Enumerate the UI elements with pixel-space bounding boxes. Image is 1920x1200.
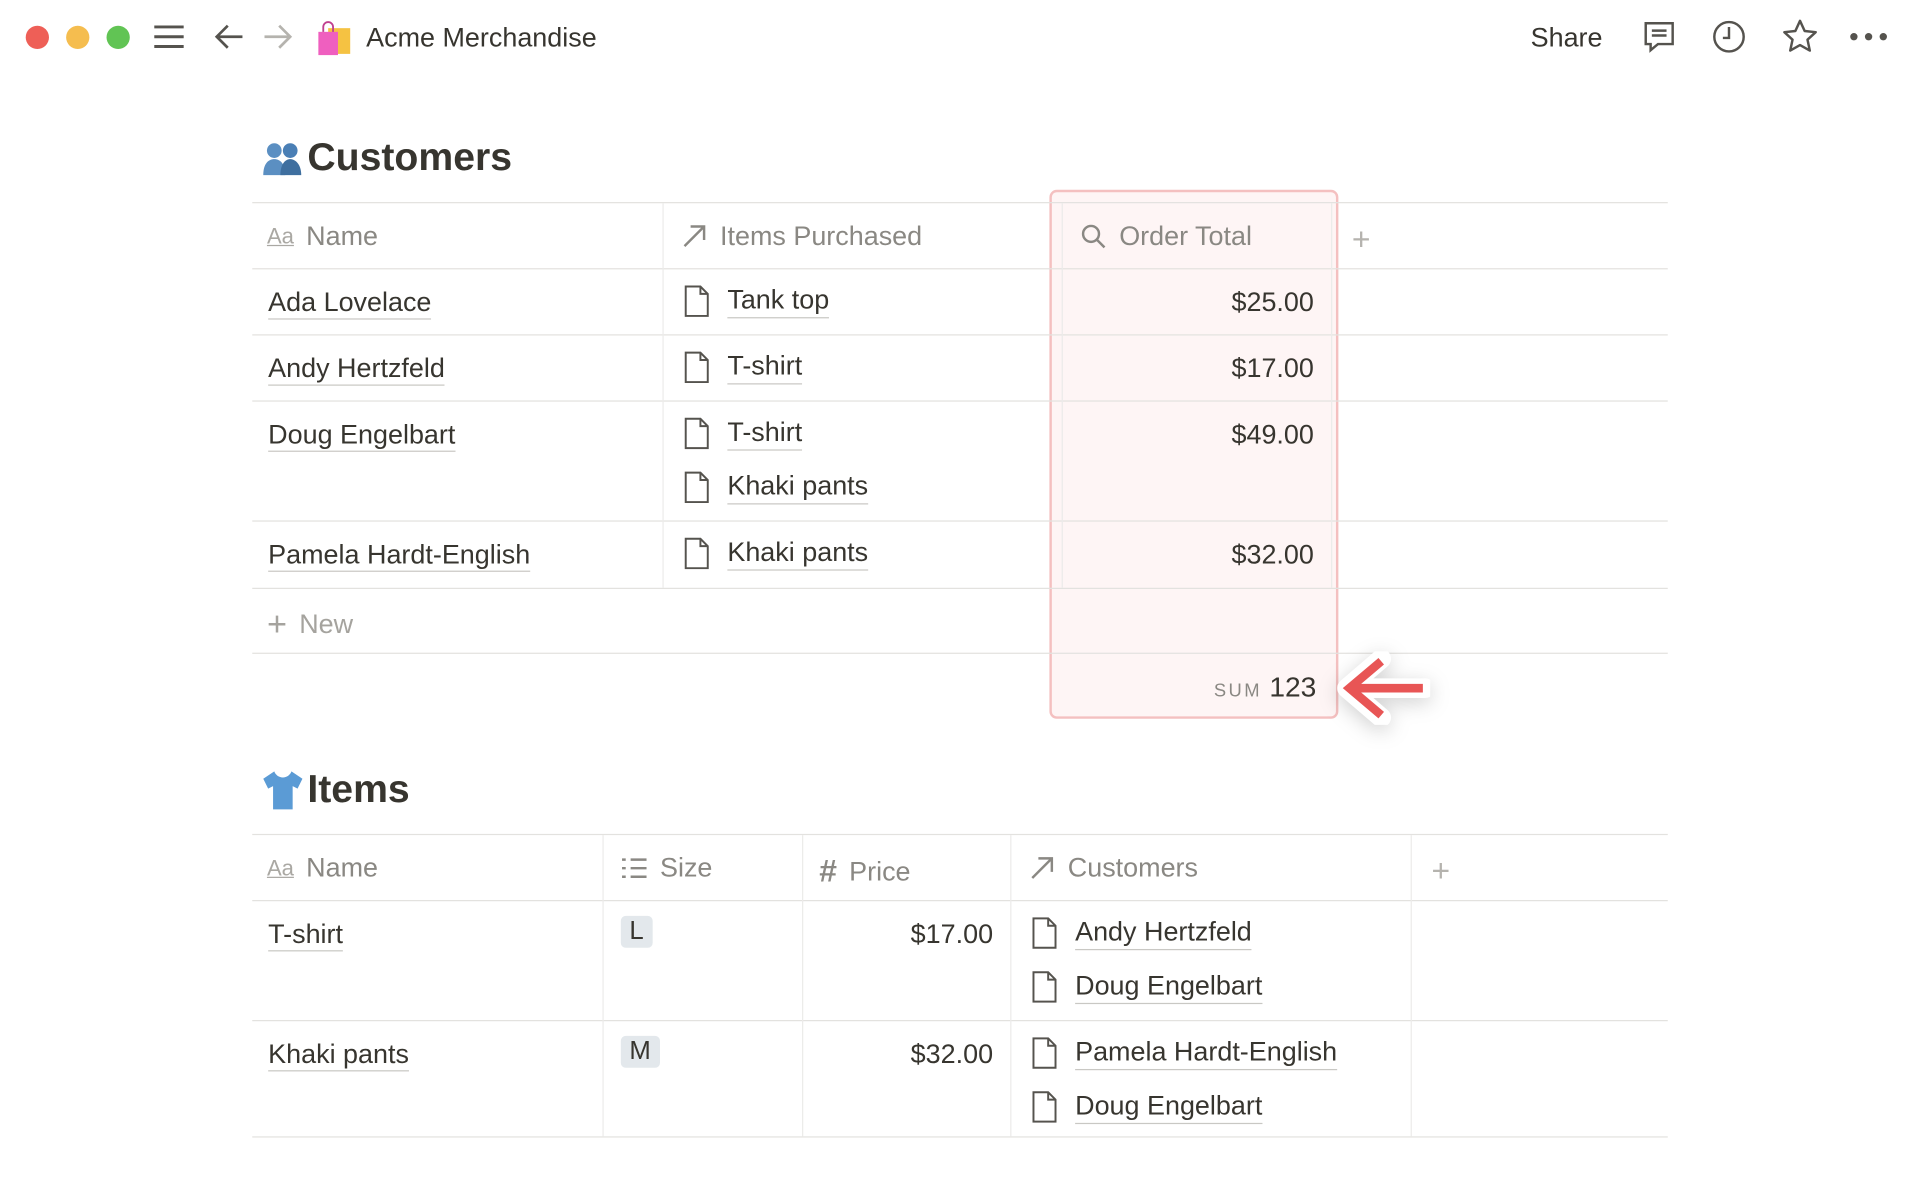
items-heading: Items [261, 767, 410, 812]
back-arrow-icon[interactable] [209, 17, 248, 56]
price-value: $32.00 [910, 1038, 994, 1069]
sum-value: 123 [1269, 671, 1317, 703]
related-item[interactable]: Tank top [683, 284, 830, 319]
number-icon: # [819, 852, 837, 889]
page-icon [683, 285, 710, 317]
window-maximize-button[interactable] [106, 25, 130, 49]
customer-name[interactable]: Andy Hertzfeld [268, 352, 445, 386]
relation-arrow-icon [1029, 855, 1056, 882]
related-item[interactable]: T-shirt [683, 416, 803, 451]
star-icon[interactable] [1780, 17, 1819, 56]
page-icon [683, 537, 710, 570]
table-row[interactable]: Pamela Hardt-English [268, 538, 531, 572]
people-icon [261, 138, 305, 177]
item-name[interactable]: Khaki pants [268, 1038, 409, 1072]
order-total-value: $25.00 [1231, 286, 1314, 318]
window-minimize-button[interactable] [66, 25, 90, 49]
page-icon [683, 351, 710, 384]
more-icon[interactable] [1849, 17, 1888, 56]
size-tag: M [620, 1035, 660, 1068]
window-close-button[interactable] [25, 25, 49, 49]
customer-name[interactable]: Ada Lovelace [268, 286, 432, 320]
comment-icon[interactable] [1640, 17, 1679, 56]
customer-name[interactable]: Pamela Hardt-English [268, 538, 531, 572]
column-header-name[interactable]: Aa Name [266, 220, 379, 252]
shirt-icon [261, 767, 305, 811]
table-row[interactable]: Doug Engelbart [268, 418, 456, 452]
related-customer[interactable]: Doug Engelbart [1031, 970, 1263, 1005]
sum-label: SUM [1213, 680, 1263, 702]
page-title[interactable]: Acme Merchandise [366, 22, 597, 53]
related-item[interactable]: Khaki pants [683, 470, 869, 505]
page-icon [1031, 1037, 1058, 1069]
menu-icon[interactable] [149, 17, 188, 56]
column-header-size[interactable]: Size [621, 852, 712, 884]
table-row[interactable]: Khaki pants [268, 1038, 409, 1072]
related-customer[interactable]: Doug Engelbart [1031, 1090, 1263, 1125]
size-tag: L [620, 915, 653, 948]
page-icon [1031, 1091, 1058, 1123]
related-customer[interactable]: Pamela Hardt-English [1031, 1036, 1338, 1071]
order-total-value: $32.00 [1231, 538, 1314, 570]
page-icon [1031, 971, 1058, 1003]
related-customer[interactable]: Andy Hertzfeld [1031, 916, 1252, 951]
page-icon [1031, 917, 1058, 949]
item-name[interactable]: T-shirt [268, 918, 344, 952]
search-icon [1080, 223, 1107, 250]
new-row-button[interactable]: + New [266, 604, 354, 643]
customers-heading: Customers [261, 135, 512, 180]
column-header-name[interactable]: Aa Name [266, 852, 379, 883]
customers-title: Customers [307, 134, 513, 179]
table-row[interactable]: T-shirt [268, 918, 344, 952]
order-total-value: $49.00 [1231, 418, 1314, 450]
sum-aggregate[interactable]: SUM 123 [1065, 671, 1317, 704]
table-row[interactable]: Ada Lovelace [268, 286, 432, 320]
text-icon: Aa [266, 855, 294, 880]
items-title: Items [307, 766, 410, 811]
order-total-highlight [1049, 189, 1339, 719]
table-row[interactable]: Andy Hertzfeld [268, 352, 445, 386]
price-value: $17.00 [910, 918, 994, 949]
shopping-bags-icon [316, 20, 353, 57]
page-icon [683, 417, 710, 450]
annotation-arrow-icon [1337, 651, 1431, 725]
column-header-order-total[interactable]: Order Total [1080, 220, 1252, 252]
share-button[interactable]: Share [1530, 22, 1603, 53]
related-item[interactable]: T-shirt [683, 350, 803, 385]
column-header-items-purchased[interactable]: Items Purchased [681, 220, 922, 252]
add-column-button[interactable]: + [1351, 220, 1371, 258]
list-icon [621, 856, 648, 880]
relation-arrow-icon [681, 223, 708, 250]
forward-arrow-icon[interactable] [258, 17, 297, 56]
plus-icon: + [266, 604, 287, 643]
text-icon: Aa [266, 223, 294, 248]
history-icon[interactable] [1709, 17, 1748, 56]
related-item[interactable]: Khaki pants [683, 536, 869, 571]
page-icon [683, 471, 710, 504]
order-total-value: $17.00 [1231, 352, 1314, 384]
customer-name[interactable]: Doug Engelbart [268, 418, 456, 452]
column-header-price[interactable]: # Price [819, 852, 911, 889]
add-column-button[interactable]: + [1431, 852, 1451, 889]
column-header-customers[interactable]: Customers [1029, 852, 1198, 884]
